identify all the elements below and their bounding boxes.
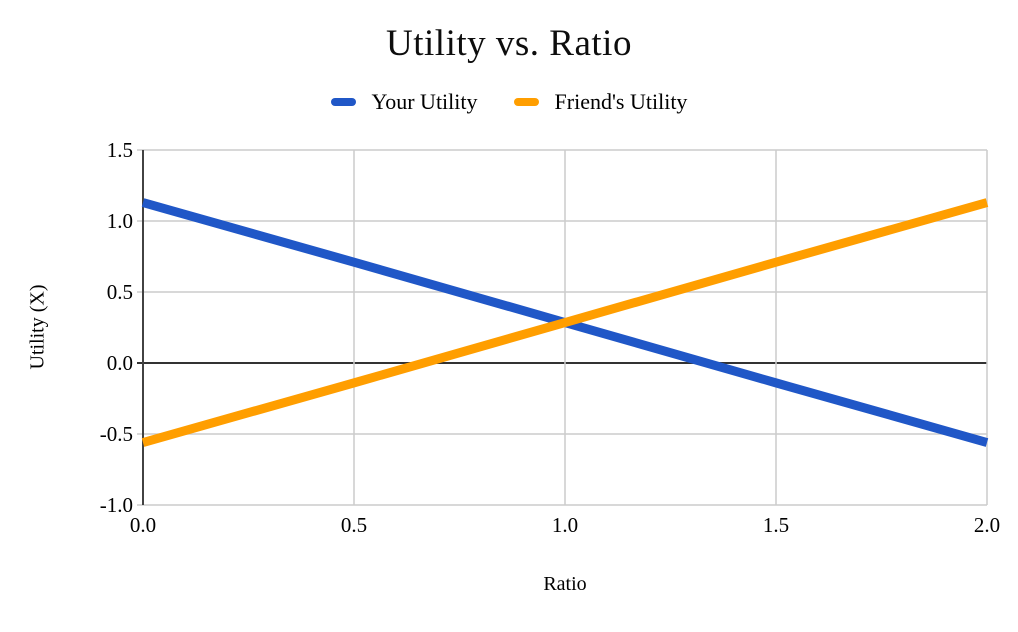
y-tick-label: 1.0	[106, 209, 133, 233]
x-tick-label: 2.0	[973, 513, 1001, 537]
x-axis-title: Ratio	[543, 573, 587, 595]
chart-title: Utility vs. Ratio	[386, 23, 632, 64]
y-tick-label: 0.0	[106, 351, 133, 375]
legend-swatch-icon	[513, 98, 539, 106]
y-tick-label: 1.5	[106, 138, 133, 162]
x-tick-label: 0.5	[340, 513, 368, 537]
legend: Your Utility Friend's Utility	[0, 89, 1018, 115]
x-tick-label: 1.5	[762, 513, 790, 537]
legend-swatch-icon	[330, 98, 356, 106]
y-tick-label: -0.5	[99, 422, 133, 446]
legend-item-your-utility: Your Utility	[330, 89, 478, 115]
legend-label: Your Utility	[371, 89, 478, 114]
y-axis-title: Utility (X)	[26, 284, 49, 370]
x-tick-label: 1.0	[551, 513, 579, 537]
x-tick-label: 0.0	[129, 513, 157, 537]
legend-label: Friend's Utility	[554, 89, 688, 114]
series-line-friend-s-utility	[141, 198, 989, 447]
y-tick-label: -1.0	[99, 493, 133, 517]
legend-item-friend-s-utility: Friend's Utility	[513, 89, 688, 115]
y-tick-label: 0.5	[106, 280, 133, 304]
